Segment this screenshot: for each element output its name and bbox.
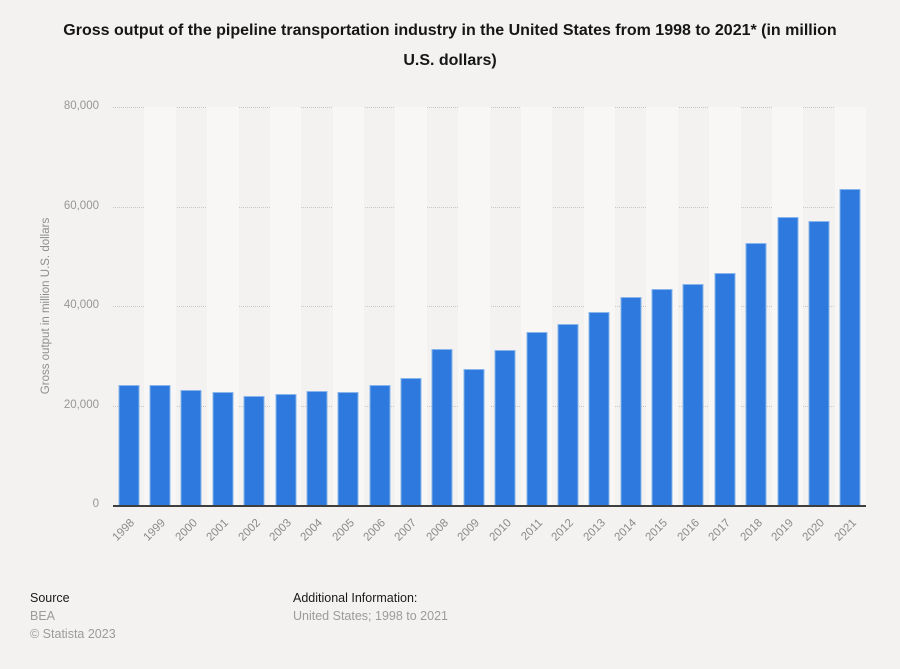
y-tick-label: 60,000	[63, 199, 99, 212]
x-tick-label-2018: 2018	[738, 517, 765, 544]
chart-column-2000: 2000	[173, 107, 207, 544]
x-tick-label-2002: 2002	[236, 517, 263, 544]
copyright: © Statista 2023	[30, 627, 116, 641]
x-tick-label-2009: 2009	[455, 517, 483, 544]
bar-2006[interactable]	[369, 385, 391, 505]
source-label: Source	[30, 591, 70, 605]
x-tick-label-2013: 2013	[581, 517, 608, 544]
x-tick-label-1998: 1998	[110, 517, 138, 544]
bar-2008[interactable]	[431, 349, 453, 505]
bar-2017[interactable]	[714, 273, 736, 505]
bar-2014[interactable]	[620, 297, 642, 505]
x-tick-label-2000: 2000	[173, 517, 200, 544]
bar-2002[interactable]	[243, 395, 265, 505]
chart-column-2007: 2007	[393, 107, 427, 544]
x-tick-label-2003: 2003	[267, 517, 295, 544]
source-value: BEA	[30, 609, 56, 623]
x-tick-label-2012: 2012	[549, 517, 577, 544]
bar-2020[interactable]	[808, 221, 830, 505]
source-block: Source BEA © Statista 2023	[30, 589, 116, 643]
chart-column-2001: 2001	[205, 107, 239, 544]
gridline	[113, 405, 866, 407]
y-tick-label: 0	[92, 498, 99, 510]
chart-column-2010: 2010	[487, 107, 521, 544]
bar-2003[interactable]	[275, 394, 297, 505]
chart-column-2016: 2016	[675, 107, 709, 544]
bar-2009[interactable]	[463, 369, 485, 505]
chart-column-2003: 2003	[267, 107, 302, 544]
y-tick-label: 40,000	[63, 299, 99, 311]
x-tick-label-2005: 2005	[330, 517, 357, 544]
chart-column-2020: 2020	[801, 107, 834, 544]
bar-2011[interactable]	[526, 331, 548, 505]
bar-2010[interactable]	[494, 349, 516, 505]
chart-column-2012: 2012	[550, 107, 583, 544]
bar-2007[interactable]	[400, 377, 422, 505]
x-tick-label-2020: 2020	[800, 517, 828, 544]
x-tick-label-2014: 2014	[612, 517, 640, 544]
chart-column-2011: 2011	[519, 107, 553, 543]
chart-column-2009: 2009	[456, 107, 490, 544]
chart-title: Gross output of the pipeline transportat…	[0, 16, 900, 76]
chart-column-2018: 2018	[738, 107, 772, 544]
x-tick-label-2006: 2006	[361, 517, 389, 544]
x-tick-label-2019: 2019	[769, 517, 797, 544]
gridline	[113, 107, 866, 108]
x-tick-label-1999: 1999	[141, 517, 169, 544]
x-tick-label-2017: 2017	[706, 517, 734, 544]
additional-info-value: United States; 1998 to 2021	[293, 609, 448, 623]
chart-column-2019: 2019	[769, 107, 804, 544]
chart-column-2002: 2002	[236, 107, 270, 544]
additional-info-label: Additional Information:	[293, 591, 418, 605]
bar-2015[interactable]	[651, 289, 673, 505]
x-tick-label-2016: 2016	[675, 517, 702, 544]
bar-2012[interactable]	[557, 323, 579, 505]
chart-column-2017: 2017	[707, 107, 741, 544]
chart-title-text: Gross output of the pipeline transportat…	[63, 22, 837, 69]
chart-column-2005: 2005	[330, 107, 364, 544]
x-tick-label-2007: 2007	[392, 517, 420, 544]
plot-area: 1998 1999 2000 2001 2002 2003 2004 2005 2006 2007…	[111, 107, 866, 544]
y-axis-tick-labels: 0 20,000 40,000 60,000 80,000	[0, 100, 99, 510]
x-axis-line	[113, 505, 866, 507]
x-tick-label-2010: 2010	[487, 517, 514, 544]
bar-2001[interactable]	[212, 392, 234, 505]
x-tick-label-2004: 2004	[298, 517, 326, 544]
bar-1999[interactable]	[149, 384, 171, 505]
x-tick-label-2008: 2008	[424, 517, 451, 544]
bar-2013[interactable]	[588, 312, 610, 505]
additional-info-block: Additional Information: United States; 1…	[293, 589, 448, 625]
x-tick-label-2001: 2001	[204, 517, 232, 544]
bar-2004[interactable]	[306, 391, 328, 505]
chart-column-2006: 2006	[362, 107, 395, 544]
bar-2019[interactable]	[777, 216, 799, 505]
bar-1998[interactable]	[118, 385, 140, 505]
chart-column-2015: 2015	[644, 107, 678, 544]
chart-column-2013: 2013	[581, 107, 615, 544]
gridline	[113, 306, 866, 307]
x-tick-label-2015: 2015	[643, 517, 671, 544]
bar-2000[interactable]	[180, 389, 202, 505]
chart-column-2004: 2004	[299, 107, 332, 544]
chart-column-2014: 2014	[613, 107, 646, 544]
chart-column-1999: 1999	[142, 107, 176, 544]
bar-2005[interactable]	[337, 392, 359, 505]
bar-2016[interactable]	[682, 284, 704, 505]
gridline	[113, 206, 866, 208]
x-tick-label-2011: 2011	[519, 517, 546, 543]
y-tick-label: 80,000	[63, 100, 99, 112]
chart-column-2021: 2021	[832, 107, 866, 544]
x-tick-label-2021: 2021	[832, 517, 859, 544]
bar-2018[interactable]	[745, 242, 767, 505]
y-tick-label: 20,000	[63, 398, 99, 411]
chart-column-1998: 1998	[111, 107, 144, 544]
bar-2021[interactable]	[839, 188, 861, 505]
chart-column-2008: 2008	[424, 107, 458, 544]
